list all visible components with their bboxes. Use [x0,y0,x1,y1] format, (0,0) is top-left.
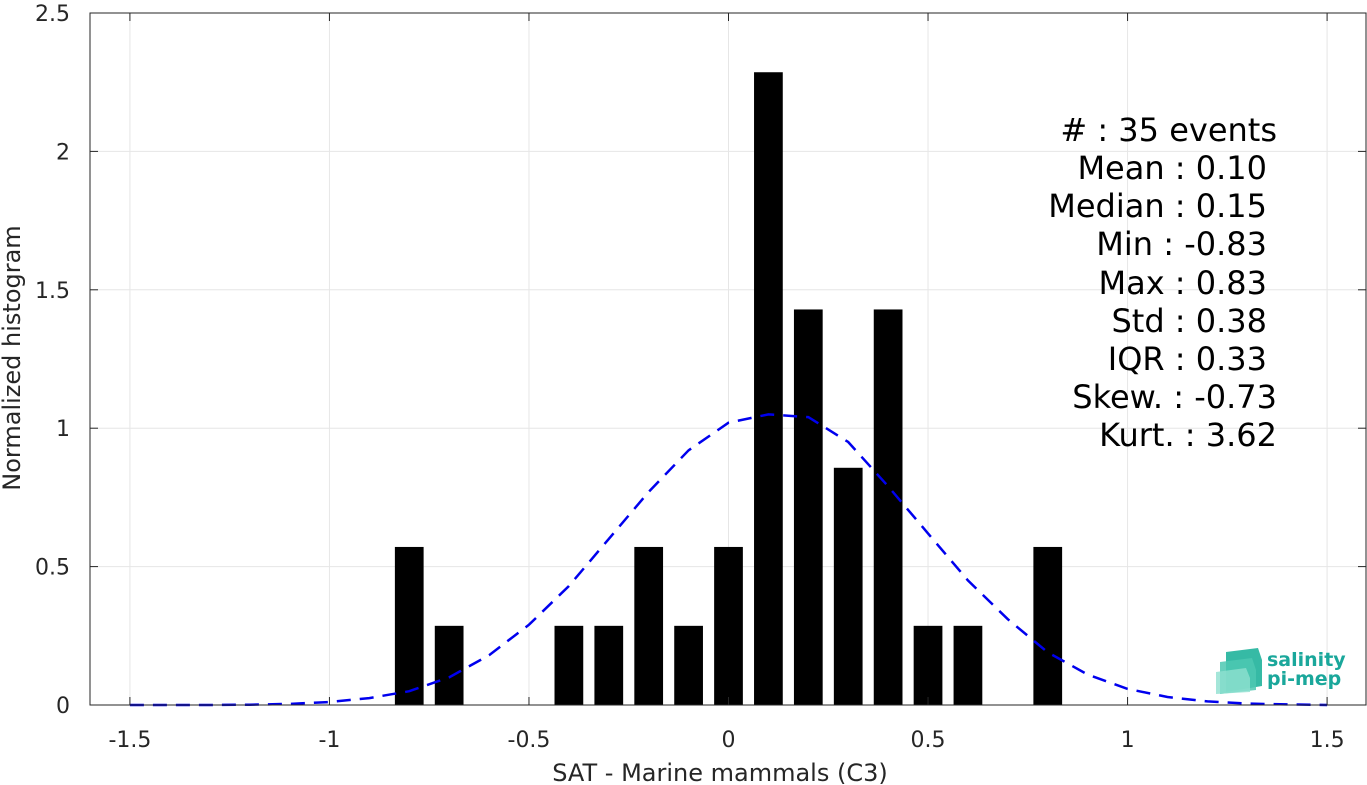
histogram-bar [953,625,983,705]
histogram-bar [833,467,863,705]
y-tick-label: 0 [56,694,70,719]
x-tick-label: 0.5 [911,728,946,753]
x-tick-label: -1.5 [108,728,151,753]
x-axis-title: SAT - Marine mammals (C3) [552,759,887,785]
stat-count: # : 35 events [1060,111,1277,149]
logo-wave-icon [1216,648,1262,694]
y-tick-label: 2 [56,140,70,165]
y-tick-label: 1 [56,417,70,442]
stat-std: Std : 0.38 [1111,302,1267,340]
histogram-bar [394,546,424,705]
y-tick-labels: 0 0.5 1 1.5 2 2.5 [35,2,70,719]
histogram-bars [394,72,1063,705]
stat-kurt: Kurt. : 3.62 [1099,416,1277,454]
histogram-bar [634,546,664,705]
histogram-bar [873,309,903,705]
normal-fit-curve [129,413,1328,707]
y-tick-label: 2.5 [35,2,70,27]
stat-max: Max : 0.83 [1098,264,1267,302]
x-tick-label: -1 [318,728,340,753]
histogram-bar [1033,546,1063,705]
histogram-bar [594,625,624,705]
salinity-pi-mep-logo: salinity pi-mep [1216,648,1346,694]
statistics-box: # : 35 events Mean : 0.10 Median : 0.15 … [1048,111,1277,454]
stat-iqr: IQR : 0.33 [1108,340,1267,378]
stat-median: Median : 0.15 [1048,187,1267,225]
histogram-bar [434,625,464,705]
x-tick-labels: -1.5 -1 -0.5 0 0.5 1 1.5 [108,728,1344,753]
y-axis-title: Normalized histogram [0,225,26,490]
x-tick-label: 1.5 [1310,728,1345,753]
stat-skew: Skew. : -0.73 [1072,378,1277,416]
histogram-bar [913,625,943,705]
histogram-bar [793,309,823,705]
x-tick-label: -0.5 [508,728,551,753]
logo-text-line1: salinity [1267,649,1346,671]
y-tick-label: 0.5 [35,556,70,581]
histogram-bar [674,625,703,705]
histogram-bar [754,72,783,705]
x-tick-label: 1 [1121,728,1135,753]
histogram-bar [714,546,743,705]
x-tick-label: 0 [722,728,736,753]
histogram-bar [554,625,584,705]
stat-mean: Mean : 0.10 [1077,149,1267,187]
stat-min: Min : -0.83 [1096,225,1267,263]
axis-ticks [90,12,1366,706]
y-tick-label: 1.5 [35,279,70,304]
logo-text-line2: pi-mep [1267,668,1341,690]
